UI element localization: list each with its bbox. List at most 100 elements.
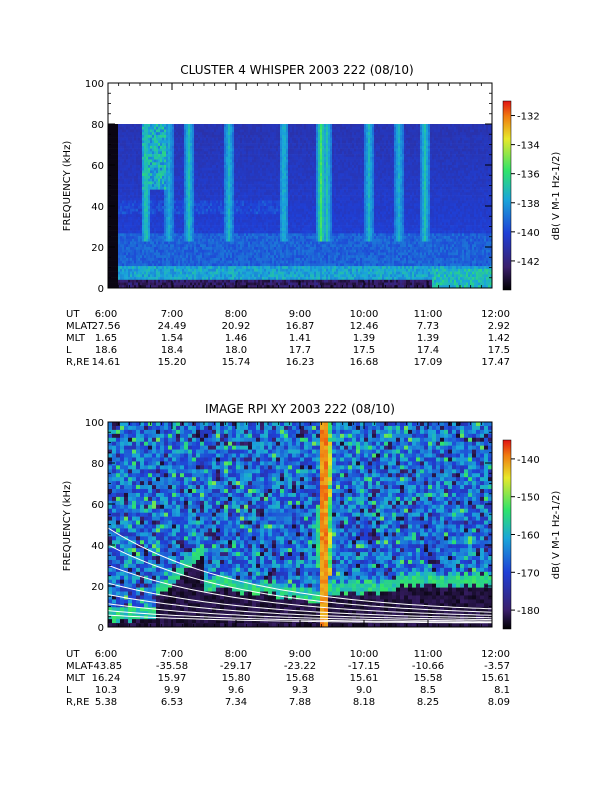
spectrogram-cell <box>146 238 149 242</box>
spectrogram-cell <box>178 233 181 237</box>
spectrogram-cell <box>136 195 139 199</box>
spectrogram-cell <box>230 186 233 190</box>
spectrogram-cell <box>210 200 213 204</box>
spectrogram-cell <box>124 189 127 193</box>
spectrogram-cell <box>214 195 217 199</box>
spectrogram-cell <box>268 263 271 267</box>
spectrogram-cell <box>160 134 163 138</box>
spectrogram-cell <box>230 132 233 136</box>
spectrogram-cell <box>174 263 177 267</box>
spectrogram-cell <box>160 247 163 251</box>
spectrogram-cell <box>120 126 123 130</box>
spectrogram-cell <box>108 178 111 182</box>
spectrogram-cell <box>260 140 263 144</box>
spectrogram-cell <box>136 271 139 275</box>
spectrogram-cell <box>172 134 175 138</box>
spectrogram-cell <box>168 238 171 242</box>
spectrogram-cell <box>270 132 273 136</box>
spectrogram-cell <box>188 178 191 182</box>
spectrogram-cell <box>132 154 135 158</box>
spectrogram-cell <box>260 148 263 152</box>
spectrogram-cell <box>192 252 195 256</box>
spectrogram-cell <box>202 184 205 188</box>
spectrogram-cell <box>116 244 119 248</box>
spectrogram-cell <box>196 167 199 171</box>
spectrogram-cell <box>260 244 263 248</box>
spectrogram-cell <box>152 134 155 138</box>
spectrogram-cell <box>138 170 141 174</box>
spectrogram-cell <box>248 227 251 231</box>
spectrogram-cell <box>160 238 163 242</box>
spectrogram-cell <box>192 184 195 188</box>
spectrogram-cell <box>238 203 241 207</box>
spectrogram-cell <box>142 186 145 190</box>
spectrogram-cell <box>200 186 203 190</box>
spectrogram-cell <box>150 156 153 160</box>
spectrogram-cell <box>188 260 191 264</box>
spectrogram-cell <box>126 252 129 256</box>
spectrogram-cell <box>156 214 159 218</box>
spectrogram-cell <box>172 154 175 158</box>
spectrogram-cell <box>210 255 213 259</box>
spectrogram-cell <box>156 277 159 281</box>
spectrogram-cell <box>210 214 213 218</box>
spectrogram-cell <box>228 274 231 278</box>
spectrogram-cell <box>186 282 189 286</box>
spectrogram-cell <box>196 227 199 231</box>
spectrogram-cell <box>110 189 113 193</box>
spectrogram-cell <box>196 145 199 149</box>
spectrogram-cell <box>254 200 257 204</box>
spectrogram-cell <box>218 206 221 210</box>
spectrogram-cell <box>192 156 195 160</box>
spectrogram-cell <box>248 260 251 264</box>
spectrogram-cell <box>226 216 229 220</box>
spectrogram-cell <box>208 173 211 177</box>
spectrogram-cell <box>222 159 225 163</box>
spectrogram-cell <box>166 134 169 138</box>
spectrogram-cell <box>176 178 179 182</box>
spectrogram-cell <box>242 214 245 218</box>
spectrogram-cell <box>190 197 193 201</box>
spectrogram-cell <box>180 282 183 286</box>
spectrogram-cell <box>184 225 187 229</box>
spectrogram-cell <box>242 211 245 215</box>
spectrogram-cell <box>120 230 123 234</box>
spectrogram-cell <box>256 162 259 166</box>
spectrogram-cell <box>120 134 123 138</box>
spectrogram-cell <box>164 189 167 193</box>
spectrogram-cell <box>142 285 145 289</box>
spectrogram-cell <box>206 236 209 240</box>
spectrogram-cell <box>172 230 175 234</box>
spectrogram-cell <box>240 282 243 286</box>
spectrogram-cell <box>208 271 211 275</box>
spectrogram-cell <box>152 277 155 281</box>
spectrogram-cell <box>152 173 155 177</box>
spectrogram-cell <box>234 178 237 182</box>
spectrogram-cell <box>264 124 267 128</box>
spectrogram-cell <box>254 268 257 272</box>
spectrogram-cell <box>216 189 219 193</box>
spectrogram-cell <box>162 236 165 240</box>
spectrogram-cell <box>260 129 263 133</box>
spectrogram-cell <box>244 241 247 245</box>
spectrogram-cell <box>242 148 245 152</box>
spectrogram-cell <box>122 274 125 278</box>
spectrogram-cell <box>256 140 259 144</box>
spectrogram-cell <box>214 197 217 201</box>
spectrogram-cell <box>180 236 183 240</box>
spectrogram-cell <box>212 178 215 182</box>
spectrogram-cell <box>166 208 169 212</box>
spectrogram-cell <box>180 140 183 144</box>
spectrogram-cell <box>146 244 149 248</box>
spectrogram-cell <box>196 216 199 220</box>
spectrogram-cell <box>272 274 275 278</box>
spectrogram-cell <box>116 247 119 251</box>
spectrogram-cell <box>222 271 225 275</box>
spectrogram-cell <box>182 134 185 138</box>
spectrogram-cell <box>170 279 173 283</box>
spectrogram-cell <box>228 247 231 251</box>
spectrogram-cell <box>196 260 199 264</box>
spectrogram-cell <box>156 279 159 283</box>
spectrogram-cell <box>178 132 181 136</box>
spectrogram-cell <box>236 154 239 158</box>
